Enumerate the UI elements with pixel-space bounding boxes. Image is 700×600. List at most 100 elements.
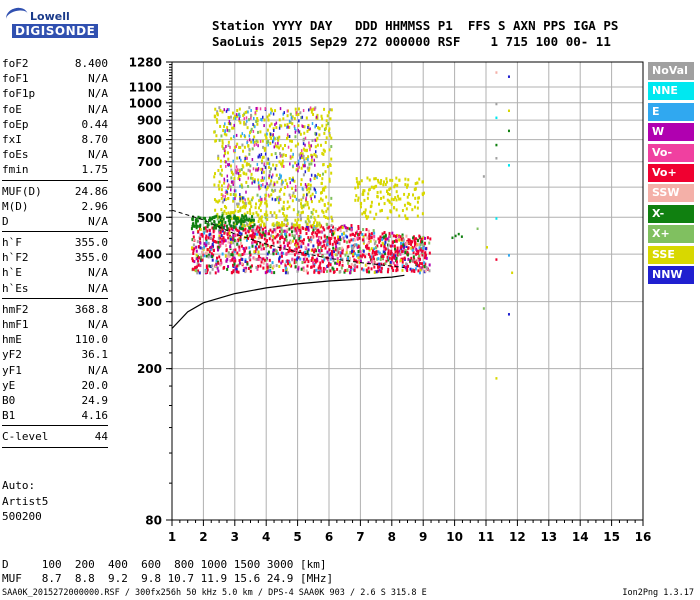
- echo-point: [320, 181, 323, 185]
- echo-point: [315, 115, 318, 119]
- echo-point: [344, 269, 347, 273]
- echo-point: [235, 113, 238, 117]
- echo-point: [250, 113, 253, 117]
- echo-point: [236, 239, 239, 243]
- echo-point: [304, 250, 307, 254]
- echo-point: [401, 264, 404, 268]
- echo-point: [253, 135, 256, 139]
- echo-point: [289, 196, 292, 200]
- echo-point: [250, 264, 253, 268]
- echo-point: [370, 236, 373, 240]
- echo-point: [254, 111, 257, 115]
- echo-point: [328, 131, 331, 135]
- echo-point: [370, 232, 373, 236]
- echo-point: [335, 261, 338, 265]
- echo-point: [396, 237, 399, 241]
- echo-point: [273, 145, 276, 149]
- echo-point: [266, 140, 269, 144]
- echo-point: [239, 199, 242, 203]
- echo-point: [394, 247, 397, 251]
- echo-point: [244, 231, 247, 235]
- echo-point: [197, 215, 200, 219]
- echo-point: [406, 253, 409, 257]
- echo-point: [238, 261, 241, 265]
- echo-point: [293, 258, 296, 262]
- echo-point: [209, 218, 212, 222]
- echo-point: [359, 205, 362, 209]
- echo-point: [234, 194, 237, 198]
- echo-point: [276, 136, 279, 140]
- echo-point: [414, 237, 417, 241]
- echo-point: [367, 241, 370, 245]
- echo-point: [260, 257, 263, 261]
- echo-point: [252, 212, 255, 216]
- echo-point: [205, 234, 208, 238]
- echo-point: [318, 264, 321, 268]
- echo-point: [372, 262, 375, 266]
- echo-point: [344, 253, 347, 257]
- echo-point: [247, 176, 250, 180]
- echo-point: [306, 264, 309, 268]
- echo-point: [333, 231, 336, 235]
- echo-point: [247, 266, 250, 270]
- echo-point: [264, 107, 267, 111]
- echo-point: [417, 249, 420, 253]
- echo-point: [229, 115, 232, 119]
- echo-point: [366, 196, 369, 200]
- echo-point: [240, 217, 243, 221]
- echo-point: [269, 264, 272, 268]
- y-tick-label: 600: [137, 181, 162, 195]
- echo-point: [248, 106, 251, 110]
- echo-point: [243, 212, 246, 216]
- echo-point: [219, 258, 222, 262]
- echo-point: [257, 257, 260, 261]
- echo-point: [309, 178, 312, 182]
- echo-point: [220, 193, 223, 197]
- echo-point: [217, 223, 220, 227]
- param-row: B0 24.9: [2, 393, 108, 408]
- echo-point: [282, 211, 285, 215]
- echo-point: [286, 218, 289, 222]
- param-value: N/A: [88, 214, 108, 228]
- param-name: hmF2: [2, 302, 29, 316]
- echo-point: [305, 116, 308, 120]
- echo-point: [257, 219, 260, 223]
- echo-point: [323, 188, 326, 192]
- echo-point: [227, 265, 230, 269]
- echo-point: [419, 265, 422, 269]
- param-row: yF1 N/A: [2, 363, 108, 378]
- echo-point: [289, 248, 292, 252]
- echo-point: [315, 209, 318, 213]
- echo-point: [235, 239, 238, 243]
- echo-point: [323, 107, 326, 111]
- echo-point: [378, 238, 381, 242]
- echo-points: [190, 71, 514, 380]
- echo-point: [238, 145, 241, 149]
- echo-point: [507, 254, 510, 257]
- echo-point: [285, 269, 288, 273]
- echo-point: [256, 122, 259, 126]
- echo-point: [310, 144, 313, 148]
- echo-point: [229, 213, 232, 217]
- echo-point: [207, 255, 210, 259]
- echo-point: [396, 253, 399, 257]
- echo-point: [364, 211, 367, 215]
- echo-point: [305, 199, 308, 203]
- echo-point: [223, 231, 226, 235]
- echo-point: [394, 183, 397, 187]
- echo-point: [330, 215, 333, 219]
- echo-point: [241, 196, 244, 200]
- echo-point: [286, 222, 289, 226]
- echo-point: [232, 263, 235, 267]
- echo-point: [217, 168, 220, 172]
- echo-point: [321, 244, 324, 248]
- echo-point: [226, 254, 229, 258]
- param-value: 0.44: [81, 117, 109, 131]
- echo-point: [373, 242, 376, 246]
- echo-point: [203, 231, 206, 235]
- echo-point: [245, 269, 248, 273]
- echo-point: [247, 168, 250, 172]
- echo-point: [233, 215, 236, 219]
- echo-point: [311, 256, 314, 260]
- echo-point: [310, 158, 313, 162]
